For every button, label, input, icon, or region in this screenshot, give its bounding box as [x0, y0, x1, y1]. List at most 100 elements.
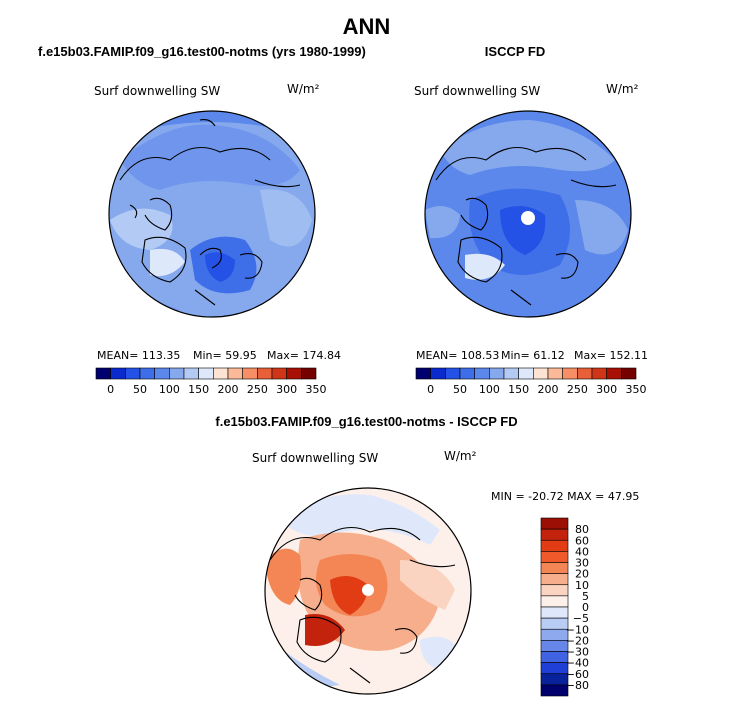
panel2-colorbar-box	[547, 367, 563, 380]
panel3-colorbar-box	[540, 595, 569, 608]
panel2-colorbar-box	[430, 367, 446, 380]
panel1-colorbar-box	[257, 367, 273, 380]
panel2-title: ISCCP FD	[484, 44, 546, 59]
panel2-colorbar-box	[503, 367, 519, 380]
panel3-colorbar-tick-label: −40	[566, 657, 589, 670]
panel2-colorbar-box	[518, 367, 534, 380]
panel3-colorbar-tick-label: 0	[582, 601, 589, 614]
panel2-colorbar-tick-label: 0	[427, 383, 434, 396]
panel2-colorbar-box	[415, 367, 431, 380]
panel1-colorbar-tick-label: 150	[188, 383, 209, 396]
panel3-colorbar-tick-label: 5	[582, 590, 589, 603]
panel1-colorbar-box	[169, 367, 185, 380]
panel1-colorbar-box	[213, 367, 229, 380]
panel3-title: f.e15b03.FAMIP.f09_g16.test00-notms - IS…	[215, 414, 518, 429]
panel3-colorbar-tick-label: 80	[575, 523, 589, 536]
panel3-colorbar-box	[540, 673, 569, 686]
panel3-colorbar-box	[540, 562, 569, 574]
panel3-colorbar-tick-label: 20	[575, 568, 589, 581]
panel3-pole-hole	[362, 584, 374, 596]
panel1-max: Max= 174.84	[267, 349, 341, 362]
panel1-colorbar-box	[183, 367, 199, 380]
panel3-colorbar-tick-label: −60	[566, 668, 589, 681]
panel2-colorbar-box	[591, 367, 607, 380]
panel2-colorbar-tick-label: 200	[538, 383, 559, 396]
panel2-colorbar-tick-label: 150	[508, 383, 529, 396]
panel2-pole-hole	[521, 211, 535, 225]
panel3-colorbar-box	[540, 684, 569, 697]
panel1-mean: MEAN= 113.35	[97, 349, 181, 362]
panel3-colorbar-box	[540, 539, 569, 552]
panel1-colorbar-box	[271, 367, 287, 380]
panel1-colorbar-tick-label: 100	[159, 383, 180, 396]
panel2-colorbar-box	[621, 367, 637, 380]
panel3-colorbar-box	[540, 528, 569, 541]
panel2-units: W/m²	[606, 82, 639, 96]
panel1-colorbar-tick-label: 350	[306, 383, 327, 396]
panel1-colorbar-box	[301, 367, 317, 380]
panel1-colorbar-tick-label: 0	[107, 383, 114, 396]
panel3-colorbar-tick-label: 60	[575, 534, 589, 547]
panel2-colorbar-box	[474, 367, 490, 380]
panel2-mean: MEAN= 108.53	[416, 349, 500, 362]
panel1-colorbar-box	[198, 367, 214, 380]
panel1-colorbar-tick-label: 300	[276, 383, 297, 396]
panel3-colorbar-tick-label: −5	[573, 612, 589, 625]
panel1-map-outline	[108, 110, 316, 318]
panel1-title: f.e15b03.FAMIP.f09_g16.test00-notms (yrs…	[38, 44, 366, 59]
panel1-colorbar-box	[95, 367, 111, 380]
panel2-colorbar-tick-label: 300	[596, 383, 617, 396]
panel1-colorbar-box	[286, 367, 302, 380]
panel1-colorbar: 0 50 100 150 200 250 300 350	[95, 367, 327, 396]
panel3-colorbar-box	[540, 517, 569, 530]
panel1-colorbar-box	[125, 367, 141, 380]
panel1-variable: Surf downwelling SW	[94, 84, 221, 98]
panel1-colorbar-tick-label: 200	[218, 383, 239, 396]
panel3-colorbar-tick-label: 40	[575, 545, 589, 558]
panel1-colorbar-box	[242, 367, 258, 380]
panel3-colorbar-box	[540, 573, 569, 586]
panel1-colorbar-box	[110, 367, 126, 380]
panel2-colorbar-tick-label: 50	[453, 383, 467, 396]
panel3-minmax: MIN = -20.72 MAX = 47.95	[491, 490, 640, 503]
panel2-max: Max= 152.11	[574, 349, 648, 362]
panel2-variable: Surf downwelling SW	[414, 84, 541, 98]
panel2-colorbar-box	[489, 367, 505, 380]
panel2-colorbar-box	[606, 367, 622, 380]
panel1-colorbar-box	[139, 367, 155, 380]
panel1-colorbar-tick-label: 50	[133, 383, 147, 396]
panel3-colorbar-tick-label: −10	[566, 623, 589, 636]
panel2-colorbar-tick-label: 350	[626, 383, 647, 396]
panel3-units: W/m²	[444, 449, 477, 463]
panel3-colorbar-box	[540, 551, 569, 563]
panel3-map-outline	[264, 487, 472, 695]
panel2-colorbar-box	[445, 367, 461, 380]
panel2-colorbar-box	[459, 367, 475, 380]
panel2-colorbar-tick-label: 100	[479, 383, 500, 396]
panel3-colorbar-tick-label: 30	[575, 557, 589, 570]
panel2-colorbar-tick-label: 250	[567, 383, 588, 396]
panel3-colorbar-box	[540, 628, 569, 641]
panel2-colorbar: 0 50 100 150 200 250 300 350	[415, 367, 647, 396]
panel3-colorbar-box	[540, 617, 569, 630]
panel3-colorbar-box	[540, 651, 569, 663]
panel2-colorbar-box	[562, 367, 578, 380]
panel1-min: Min= 59.95	[193, 349, 257, 362]
panel3-variable: Surf downwelling SW	[252, 451, 379, 465]
panel1-colorbar-tick-label: 250	[247, 383, 268, 396]
panel3-colorbar-tick-label: −30	[566, 646, 589, 659]
panel3-colorbar-tick-label: 10	[575, 579, 589, 592]
panel1-colorbar-box	[154, 367, 170, 380]
panel2-colorbar-box	[577, 367, 593, 380]
panel1-map	[109, 111, 315, 317]
panel3-colorbar-tick-label: −80	[566, 679, 589, 692]
panel3-colorbar-tick-label: −20	[566, 634, 589, 647]
panel2-min: Min= 61.12	[501, 349, 565, 362]
panel2-map-outline	[424, 110, 632, 318]
figure-title: ANN	[342, 14, 391, 39]
panel1-colorbar-box	[227, 367, 243, 380]
panel3-colorbar-box	[540, 662, 569, 675]
panel1-units: W/m²	[287, 82, 320, 96]
